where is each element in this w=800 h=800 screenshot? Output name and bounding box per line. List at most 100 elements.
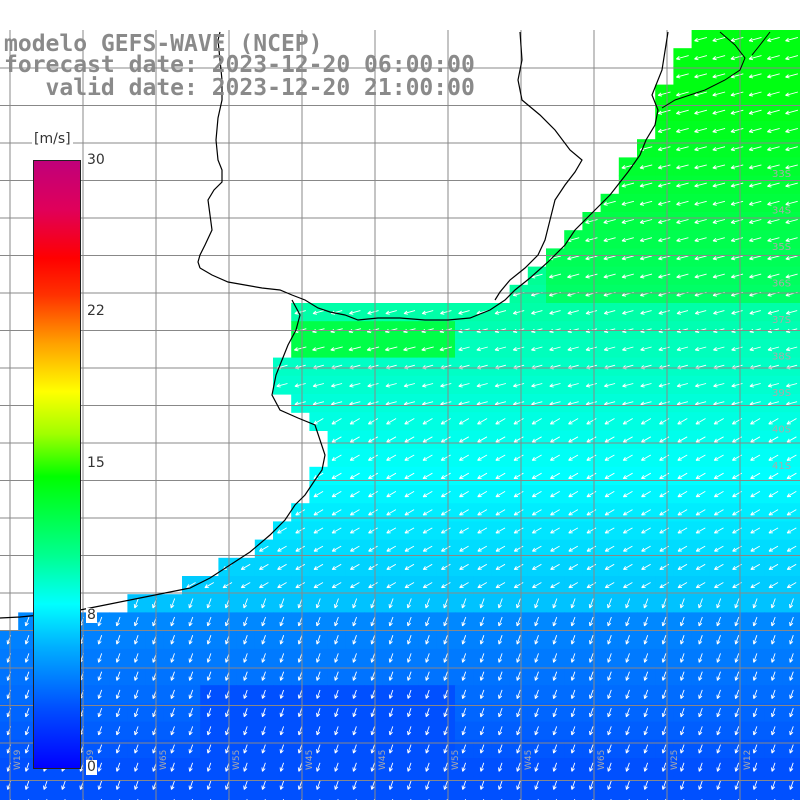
wind-arrow xyxy=(657,91,671,97)
wind-arrow xyxy=(731,346,743,352)
wind-cell xyxy=(18,794,37,800)
wind-cell xyxy=(200,794,219,800)
wind-arrow xyxy=(368,454,379,461)
wind-arrow xyxy=(368,472,379,480)
wind-arrow xyxy=(279,616,285,627)
wind-arrow xyxy=(206,635,212,645)
wind-arrow xyxy=(461,598,467,609)
wind-arrow xyxy=(661,598,667,609)
map-title: modelo GEFS-WAVE (NCEP) xyxy=(4,31,323,57)
wind-arrow xyxy=(695,436,706,443)
lat-label: 40S xyxy=(772,425,791,436)
wind-cell xyxy=(509,794,529,800)
wind-arrow xyxy=(698,653,703,663)
wind-arrow xyxy=(495,563,506,570)
wind-arrow xyxy=(625,598,631,609)
wind-arrow xyxy=(188,635,194,645)
wind-arrow xyxy=(313,527,324,534)
wind-arrow xyxy=(297,653,303,663)
wind-arrow xyxy=(713,310,725,315)
wind-arrow xyxy=(370,726,376,736)
wind-arrow xyxy=(657,146,671,152)
wind-arrow xyxy=(657,164,671,170)
wind-arrow xyxy=(243,744,248,754)
wind-arrow xyxy=(694,127,708,133)
wind-arrow xyxy=(461,707,467,718)
wind-arrow xyxy=(425,780,430,790)
wind-arrow xyxy=(623,563,633,570)
wind-arrow xyxy=(516,744,521,754)
wind-arrow xyxy=(459,436,470,443)
wind-arrow xyxy=(134,689,139,700)
wind-arrow xyxy=(404,582,415,589)
wind-arrow xyxy=(370,635,376,645)
wind-arrow xyxy=(331,527,342,534)
wind-arrow xyxy=(243,689,248,699)
wind-arrow xyxy=(513,545,524,552)
wind-arrow xyxy=(495,545,506,552)
wind-arrow xyxy=(607,689,612,700)
wind-arrow xyxy=(789,762,794,772)
wind-arrow xyxy=(730,127,744,133)
wind-arrow xyxy=(422,509,433,516)
wind-arrow xyxy=(534,689,539,700)
wind-arrow xyxy=(625,653,630,663)
wind-arrow xyxy=(534,598,540,609)
wind-arrow xyxy=(771,780,776,790)
wind-arrow xyxy=(589,726,594,736)
wind-arrow xyxy=(422,527,433,534)
wind-arrow xyxy=(734,616,740,627)
wind-arrow xyxy=(786,582,797,589)
wind-arrow xyxy=(713,527,724,534)
wind-arrow xyxy=(443,780,448,790)
wind-arrow xyxy=(206,780,212,790)
wind-arrow xyxy=(331,582,342,589)
wind-arrow xyxy=(206,671,212,681)
wind-speed-field xyxy=(0,30,800,800)
wind-arrow xyxy=(407,689,412,699)
wind-arrow xyxy=(658,346,670,352)
wind-arrow xyxy=(767,273,780,279)
wind-arrow xyxy=(713,383,725,388)
wind-arrow xyxy=(643,707,649,718)
wind-arrow xyxy=(441,582,451,589)
wind-arrow xyxy=(603,346,616,352)
wind-arrow xyxy=(568,491,579,498)
wind-arrow xyxy=(534,744,539,754)
wind-arrow xyxy=(294,310,306,315)
wind-cell xyxy=(182,794,201,800)
wind-arrow xyxy=(621,237,634,243)
wind-arrow xyxy=(567,346,579,352)
wind-arrow xyxy=(531,454,542,461)
wind-arrow xyxy=(441,545,451,552)
wind-arrow xyxy=(170,744,175,754)
wind-arrow xyxy=(768,472,779,480)
wind-arrow xyxy=(658,273,671,279)
wind-arrow xyxy=(494,383,507,388)
wind-arrow xyxy=(712,146,726,152)
wind-arrow xyxy=(713,491,724,498)
wind-arrow xyxy=(604,582,615,589)
wind-arrow xyxy=(658,383,670,388)
wind-arrow xyxy=(716,780,721,790)
wind-arrow xyxy=(586,472,597,480)
wind-cell xyxy=(709,794,729,800)
lon-label: W45 xyxy=(524,750,534,770)
wind-cell xyxy=(618,794,638,800)
wind-arrow xyxy=(716,598,722,609)
wind-arrow xyxy=(134,762,139,772)
wind-arrow xyxy=(386,563,397,570)
wind-arrow xyxy=(459,454,470,461)
wind-arrow xyxy=(404,527,415,534)
wind-arrow xyxy=(770,616,776,627)
wind-cell xyxy=(327,794,347,800)
wind-arrow xyxy=(240,582,251,589)
wind-arrow xyxy=(243,635,248,645)
wind-arrow xyxy=(534,707,539,718)
wind-arrow xyxy=(188,762,194,772)
wind-arrow xyxy=(115,689,121,700)
wind-arrow xyxy=(716,726,721,736)
wind-arrow xyxy=(785,237,798,243)
wind-arrow xyxy=(352,635,357,645)
wind-arrow xyxy=(388,616,394,627)
